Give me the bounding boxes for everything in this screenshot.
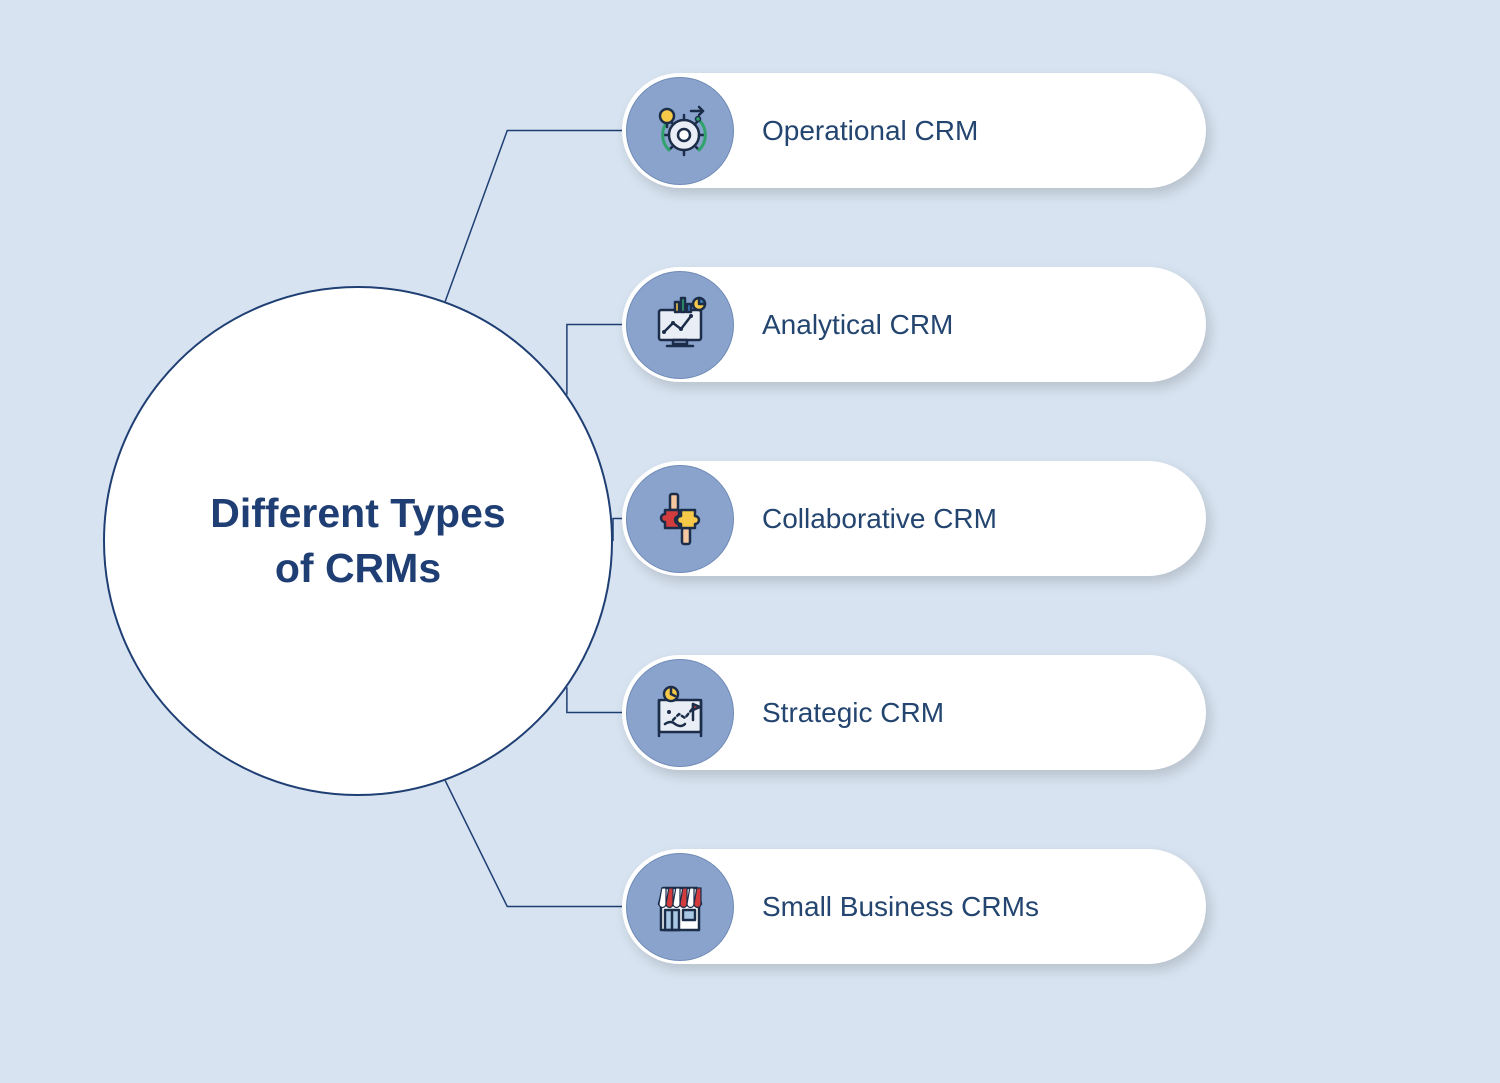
crm-type-label: Analytical CRM <box>762 309 953 341</box>
store-icon <box>626 853 734 961</box>
puzzle-icon <box>626 465 734 573</box>
crm-type-collaborative: Collaborative CRM <box>622 461 1206 576</box>
strategy-icon <box>626 659 734 767</box>
hub-title: Different Types of CRMs <box>210 486 505 597</box>
diagram-canvas: Different Types of CRMs Operational CRM <box>0 0 1500 1083</box>
gear-bulb-icon <box>626 77 734 185</box>
crm-type-strategic: Strategic CRM <box>622 655 1206 770</box>
crm-type-operational: Operational CRM <box>622 73 1206 188</box>
crm-type-label: Operational CRM <box>762 115 978 147</box>
crm-type-analytical: Analytical CRM <box>622 267 1206 382</box>
crm-type-label: Strategic CRM <box>762 697 944 729</box>
crm-type-label: Small Business CRMs <box>762 891 1039 923</box>
crm-type-label: Collaborative CRM <box>762 503 997 535</box>
hub-circle: Different Types of CRMs <box>103 286 613 796</box>
analytics-icon <box>626 271 734 379</box>
crm-type-smallbiz: Small Business CRMs <box>622 849 1206 964</box>
